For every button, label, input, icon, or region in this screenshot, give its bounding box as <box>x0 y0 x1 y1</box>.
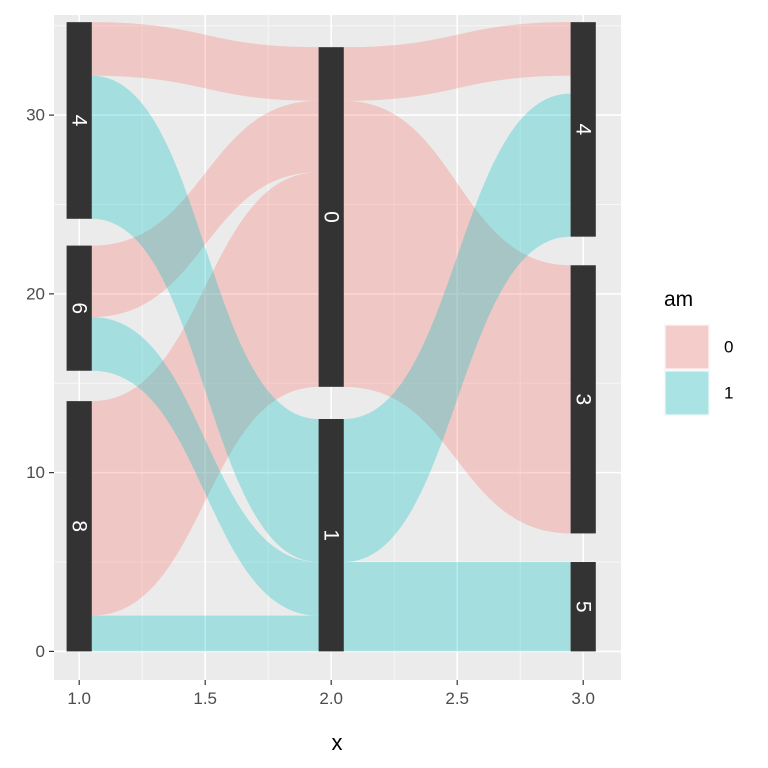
flow-am-1 <box>343 93 571 563</box>
stratum-bar <box>66 245 92 371</box>
legend-title: am <box>664 288 693 311</box>
x-tick-label: 2.5 <box>445 689 469 708</box>
stratum-label: 1 <box>320 529 343 541</box>
stratum-label: 5 <box>572 601 595 613</box>
x-axis: 1.0 1.5 2.0 2.5 3.0 <box>67 680 595 708</box>
stratum-label: 4 <box>68 115 91 127</box>
legend-key-bg <box>664 370 710 416</box>
flow-am-1 <box>91 615 319 652</box>
stratum-bar <box>66 401 92 652</box>
y-axis: 0 10 20 30 <box>26 106 54 661</box>
stratum-label: 6 <box>68 302 91 314</box>
legend-key-bg <box>664 324 710 370</box>
legend-label: 1 <box>724 384 733 403</box>
legend: am 0 1 <box>664 288 733 416</box>
legend-key-swatch <box>664 370 710 416</box>
stratum-label: 4 <box>572 124 595 136</box>
flow-am-0 <box>91 22 319 101</box>
stratum-bar <box>318 47 344 387</box>
flow-am-1 <box>91 317 319 616</box>
x-tick-label: 1.5 <box>193 689 217 708</box>
x-axis-title: x <box>332 730 343 755</box>
x-tick-label: 1.0 <box>67 689 91 708</box>
y-tick-label: 20 <box>26 284 45 303</box>
flow-am-0 <box>343 100 571 534</box>
flow-am-0 <box>91 100 319 318</box>
flows <box>91 22 571 652</box>
stratum-bar <box>570 265 596 534</box>
stratum-bar <box>66 22 92 219</box>
y-tick-label: 0 <box>36 642 45 661</box>
stratum-bar <box>570 562 596 652</box>
x-tick-label: 3.0 <box>571 689 595 708</box>
flow-am-0 <box>91 172 319 616</box>
stratum-label: 8 <box>68 520 91 532</box>
flow-am-0 <box>343 22 571 101</box>
stratum-bar <box>570 22 596 237</box>
legend-label: 0 <box>724 338 733 357</box>
stratum-label: 3 <box>572 393 595 405</box>
y-tick-label: 10 <box>26 463 45 482</box>
y-tick-label: 30 <box>26 106 45 125</box>
strata: 4 6 8 0 1 4 3 5 <box>66 22 596 652</box>
flow-am-1 <box>343 562 571 652</box>
stratum-bar <box>318 419 344 652</box>
stratum-label: 0 <box>320 211 343 223</box>
legend-key-swatch <box>664 324 710 370</box>
x-tick-label: 2.0 <box>319 689 343 708</box>
flow-am-1 <box>91 75 319 563</box>
